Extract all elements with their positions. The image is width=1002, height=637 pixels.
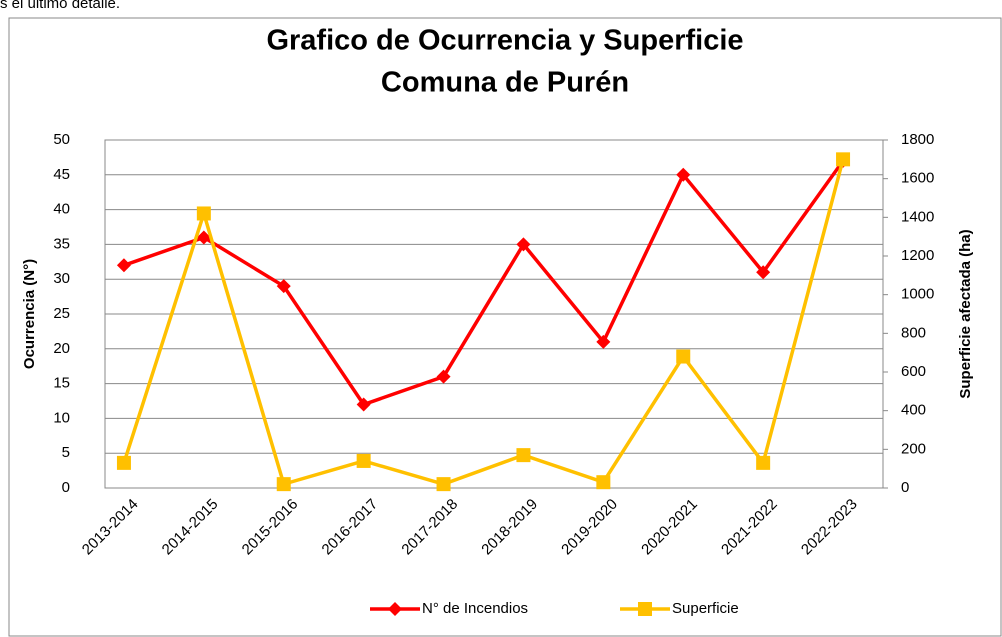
- data-point: [756, 455, 771, 470]
- y2-tick-label: 0: [901, 479, 909, 496]
- data-point: [676, 349, 691, 364]
- y2-tick-label: 1200: [901, 247, 934, 264]
- data-point: [196, 206, 211, 221]
- y2-axis-title: Superficie afectada (ha): [957, 229, 974, 398]
- y-tick-label: 35: [53, 235, 70, 252]
- plot-border: [104, 139, 884, 489]
- chart-title: Grafico de Ocurrencia y Superficie: [266, 25, 743, 57]
- y-tick-label: 0: [62, 479, 70, 496]
- y-tick-label: 45: [53, 166, 70, 183]
- chart-border: [8, 17, 1002, 637]
- y-axis-title: Ocurrencia (N°): [21, 259, 38, 369]
- y2-tick-label: 1000: [901, 286, 934, 303]
- y-tick-label: 15: [53, 375, 70, 392]
- data-point: [276, 477, 291, 492]
- data-point: [116, 258, 131, 273]
- y2-tick-label: 1400: [901, 208, 934, 225]
- y-tick-label: 50: [53, 131, 70, 148]
- y-tick-label: 25: [53, 305, 70, 322]
- y-tick-label: 20: [53, 340, 70, 357]
- y2-tick-label: 1600: [901, 170, 934, 187]
- y2-tick-label: 800: [901, 324, 926, 341]
- data-point: [356, 453, 371, 468]
- series-line: [123, 159, 845, 407]
- data-point: [756, 265, 771, 280]
- data-point: [356, 397, 371, 412]
- series-line: [122, 158, 845, 487]
- y-tick-label: 30: [53, 270, 70, 287]
- y-tick-label: 5: [62, 444, 70, 461]
- y-tick-label: 40: [53, 201, 70, 218]
- data-point: [196, 230, 211, 245]
- y2-tick-label: 600: [901, 363, 926, 380]
- page-text: s el último detalle.: [0, 0, 120, 12]
- data-point: [596, 475, 611, 490]
- y-tick-label: 10: [53, 409, 70, 426]
- legend-marker: [638, 602, 652, 616]
- data-point: [836, 152, 851, 167]
- data-point: [676, 167, 691, 182]
- chart-title: Comuna de Purén: [381, 67, 629, 99]
- legend-label: Superficie: [672, 600, 739, 617]
- data-point: [436, 369, 451, 384]
- data-point: [596, 334, 611, 349]
- y2-tick-label: 1800: [901, 131, 934, 148]
- data-point: [436, 477, 451, 492]
- data-point: [276, 279, 291, 294]
- y2-tick-label: 200: [901, 440, 926, 457]
- data-point: [516, 448, 531, 463]
- legend-label: N° de Incendios: [422, 600, 528, 617]
- data-point: [116, 455, 131, 470]
- data-point: [516, 237, 531, 252]
- legend-marker: [388, 602, 402, 616]
- y2-tick-label: 400: [901, 402, 926, 419]
